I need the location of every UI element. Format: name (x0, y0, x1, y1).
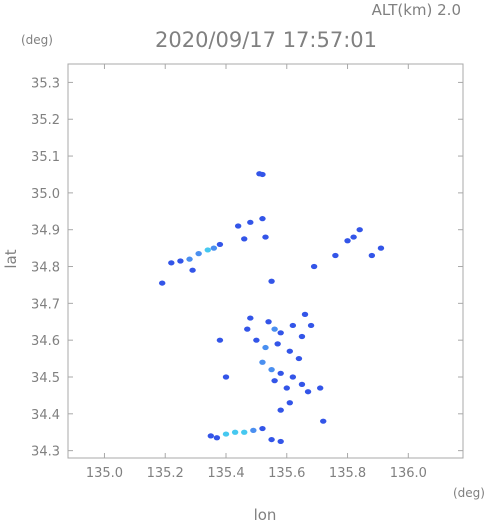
echo-point (259, 425, 266, 432)
echo-point (247, 219, 254, 225)
echo-point (344, 238, 351, 244)
echo-point (259, 359, 266, 365)
altitude-label: ALT(km) 2.0 (372, 1, 461, 19)
echo-point (253, 337, 260, 343)
x-unit-label: (deg) (453, 486, 485, 500)
echo-point (286, 348, 294, 354)
echo-point (368, 252, 376, 259)
echo-point (158, 280, 166, 286)
echo-point (298, 333, 306, 340)
echo-point (244, 326, 251, 332)
y-unit-label: (deg) (21, 33, 53, 47)
y-tick-label: 34.7 (31, 297, 60, 312)
echo-point (316, 385, 324, 391)
x-axis-label: lon (254, 506, 277, 521)
echo-point (189, 267, 196, 273)
echo-point (222, 374, 230, 380)
echo-point (216, 337, 224, 343)
y-tick-label: 34.9 (31, 224, 60, 239)
x-tick-label: 135.8 (329, 466, 366, 481)
echo-point (271, 326, 278, 332)
x-tick-label: 135.0 (86, 466, 123, 481)
echo-point (356, 227, 363, 233)
echo-point (274, 341, 281, 347)
echo-point (177, 258, 184, 264)
echo-point (213, 435, 221, 441)
echo-point (277, 370, 284, 376)
echo-point (350, 234, 357, 240)
echo-point (222, 431, 230, 437)
y-tick-label: 35.1 (31, 150, 60, 165)
echo-point (304, 389, 312, 395)
echo-point (289, 322, 297, 329)
y-tick-label: 34.3 (31, 445, 60, 460)
echo-point (231, 429, 239, 435)
echo-point (268, 278, 275, 284)
y-tick-label: 35.0 (31, 187, 60, 202)
x-tick-label: 135.4 (207, 466, 244, 481)
echo-point (320, 418, 327, 424)
echo-point (265, 319, 272, 325)
chart-title: 2020/09/17 17:57:01 (155, 28, 377, 52)
echo-point (250, 427, 257, 433)
x-tick-label: 135.2 (147, 466, 184, 481)
echo-point (301, 311, 309, 317)
echo-point (268, 367, 275, 373)
echo-point (216, 241, 224, 248)
echo-point (268, 436, 275, 443)
echo-point (262, 234, 269, 240)
echo-point (256, 171, 263, 177)
echo-point (289, 374, 297, 380)
echo-point (241, 236, 248, 242)
plot-frame (67, 63, 464, 459)
echo-point (277, 407, 284, 413)
x-tick-label: 135.6 (268, 466, 305, 481)
echo-point (298, 381, 306, 387)
echo-point (332, 252, 339, 259)
echo-point (277, 438, 284, 445)
echo-point (207, 433, 215, 439)
y-tick-label: 34.5 (31, 371, 60, 386)
echo-point (234, 223, 242, 229)
echo-point (307, 322, 315, 329)
echo-point (262, 344, 269, 351)
echo-point (310, 263, 318, 270)
echo-point (168, 260, 175, 266)
y-tick-label: 34.4 (31, 408, 60, 423)
y-tick-label: 35.3 (31, 76, 60, 91)
x-tick-label: 136.0 (390, 466, 427, 481)
echo-point (186, 256, 193, 262)
y-tick-label: 34.6 (31, 334, 60, 349)
echo-point (195, 251, 202, 257)
echo-point (247, 315, 254, 321)
echo-point (295, 355, 303, 362)
echo-point (283, 385, 290, 391)
echo-point (204, 247, 211, 253)
echo-point (271, 378, 278, 384)
y-axis-label: lat (2, 249, 20, 268)
echo-point (210, 245, 218, 251)
echo-point (277, 330, 284, 336)
echo-point (241, 429, 248, 435)
echo-point (259, 216, 266, 222)
y-tick-label: 34.8 (31, 261, 60, 276)
echo-point (286, 400, 294, 406)
y-tick-label: 35.2 (31, 113, 60, 128)
echo-point (377, 245, 385, 251)
